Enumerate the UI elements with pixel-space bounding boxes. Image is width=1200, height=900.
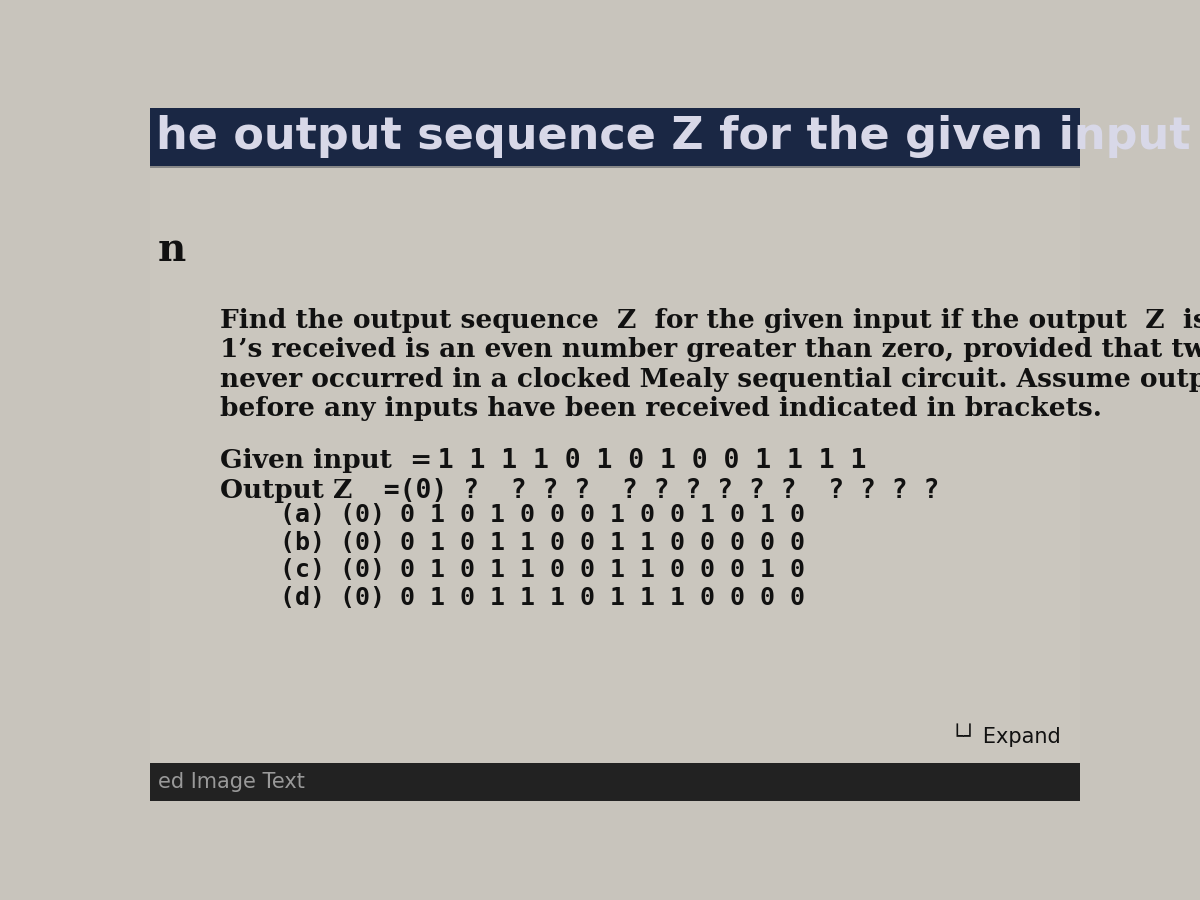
- Text: 1 1 1 1 0 1 0 1 0 0 1 1 1 1: 1 1 1 1 0 1 0 1 0 0 1 1 1 1: [406, 448, 866, 474]
- Text: 1’s received is an even number greater than zero, provided that two consecutive : 1’s received is an even number greater t…: [220, 338, 1200, 363]
- Text: (b) (0) 0 1 0 1 1 0 0 1 1 0 0 0 0 0: (b) (0) 0 1 0 1 1 0 0 1 1 0 0 0 0 0: [220, 531, 805, 554]
- Text: ed Image Text: ed Image Text: [157, 772, 305, 792]
- Text: he output sequence Z for the given input if th: he output sequence Z for the given input…: [156, 115, 1200, 158]
- Text: before any inputs have been received indicated in brackets.: before any inputs have been received ind…: [220, 396, 1102, 421]
- Text: (a) (0) 0 1 0 1 0 0 0 1 0 0 1 0 1 0: (a) (0) 0 1 0 1 0 0 0 1 0 0 1 0 1 0: [220, 503, 805, 527]
- Bar: [150, 166, 1080, 168]
- Text: Output Z: Output Z: [220, 478, 352, 502]
- Text: Find the output sequence  Z  for the given input if the output  Z  is 1 if the t: Find the output sequence Z for the given…: [220, 308, 1200, 333]
- Bar: [150, 108, 1080, 166]
- Bar: [150, 762, 1080, 801]
- Text: =(0) ?  ? ? ?  ? ? ? ? ? ?  ? ? ? ?: =(0) ? ? ? ? ? ? ? ? ? ? ? ? ? ?: [352, 478, 938, 504]
- Text: never occurred in a clocked Mealy sequential circuit. Assume output  Z  is initi: never occurred in a clocked Mealy sequen…: [220, 366, 1200, 392]
- Text: Given input  =: Given input =: [220, 448, 432, 473]
- Text: └┘ Expand: └┘ Expand: [950, 724, 1061, 747]
- Text: (c) (0) 0 1 0 1 1 0 0 1 1 0 0 0 1 0: (c) (0) 0 1 0 1 1 0 0 1 1 0 0 0 1 0: [220, 558, 805, 582]
- Bar: [150, 168, 1080, 762]
- Text: n: n: [157, 231, 186, 269]
- Text: (d) (0) 0 1 0 1 1 1 0 1 1 1 0 0 0 0: (d) (0) 0 1 0 1 1 1 0 1 1 1 0 0 0 0: [220, 586, 805, 610]
